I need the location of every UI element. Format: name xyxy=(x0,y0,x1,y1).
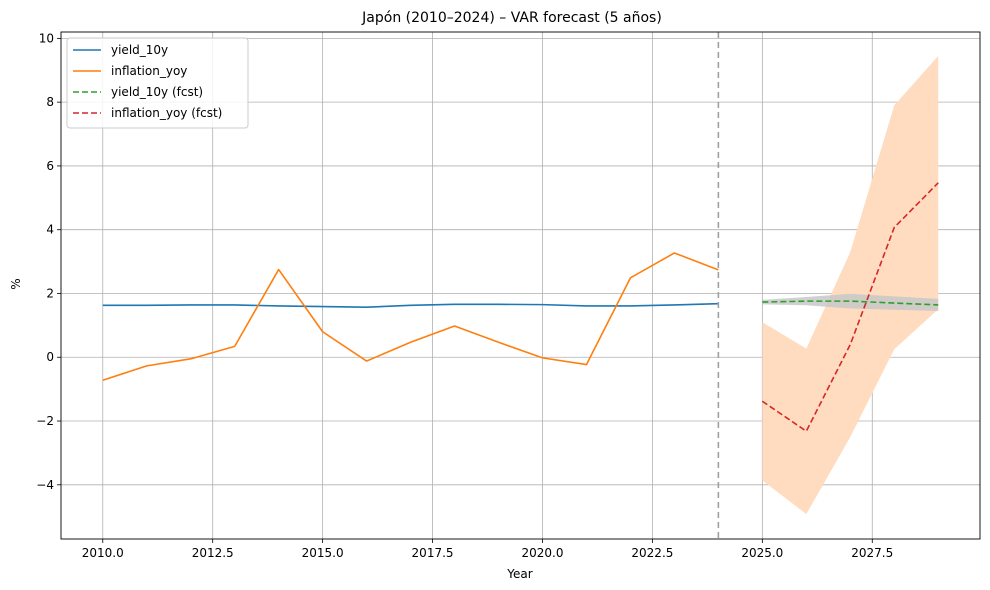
y-tick-label: 0 xyxy=(46,350,54,364)
series-lines xyxy=(102,182,939,433)
plot-frame xyxy=(60,31,981,540)
y-tick-label: −4 xyxy=(36,478,54,492)
legend-label: inflation_yoy (fcst) xyxy=(111,106,222,120)
x-tick-label: 2025.0 xyxy=(741,546,783,560)
legend-label: yield_10y xyxy=(111,43,168,57)
y-tick-label: −2 xyxy=(36,414,54,428)
x-tick-label: 2015.0 xyxy=(302,546,344,560)
x-tick-label: 2017.5 xyxy=(412,546,454,560)
y-tick-label: 4 xyxy=(46,223,54,237)
legend: yield_10y inflation_yoy yield_10y (fcst) in… xyxy=(66,37,249,129)
y-tick-label: 6 xyxy=(46,159,54,173)
x-tick-label: 2010.0 xyxy=(82,546,124,560)
y-tick-label: 8 xyxy=(46,95,54,109)
chart-title: Japón (2010–2024) – VAR forecast (5 años… xyxy=(361,10,662,26)
y-axis: −4 −2 0 2 4 6 8 10 xyxy=(36,31,61,492)
y-axis-title: % xyxy=(9,278,23,289)
y-tick-label: 2 xyxy=(46,286,54,300)
x-tick-label: 2012.5 xyxy=(192,546,234,560)
legend-box xyxy=(66,37,249,129)
confidence-bands xyxy=(762,55,939,515)
legend-label: inflation_yoy xyxy=(111,64,187,78)
x-axis: 2010.0 2012.5 2015.0 2017.5 2020.0 2022.5 2025… xyxy=(82,539,893,560)
series-line xyxy=(762,300,939,306)
x-tick-label: 2022.5 xyxy=(631,546,673,560)
x-tick-label: 2027.5 xyxy=(851,546,893,560)
x-axis-title: Year xyxy=(506,567,532,581)
legend-label: yield_10y (fcst) xyxy=(111,85,203,99)
y-tick-label: 10 xyxy=(39,31,54,45)
series-line xyxy=(102,252,719,381)
confidence-band xyxy=(762,293,939,312)
x-tick-label: 2020.0 xyxy=(521,546,563,560)
confidence-band xyxy=(762,55,939,515)
